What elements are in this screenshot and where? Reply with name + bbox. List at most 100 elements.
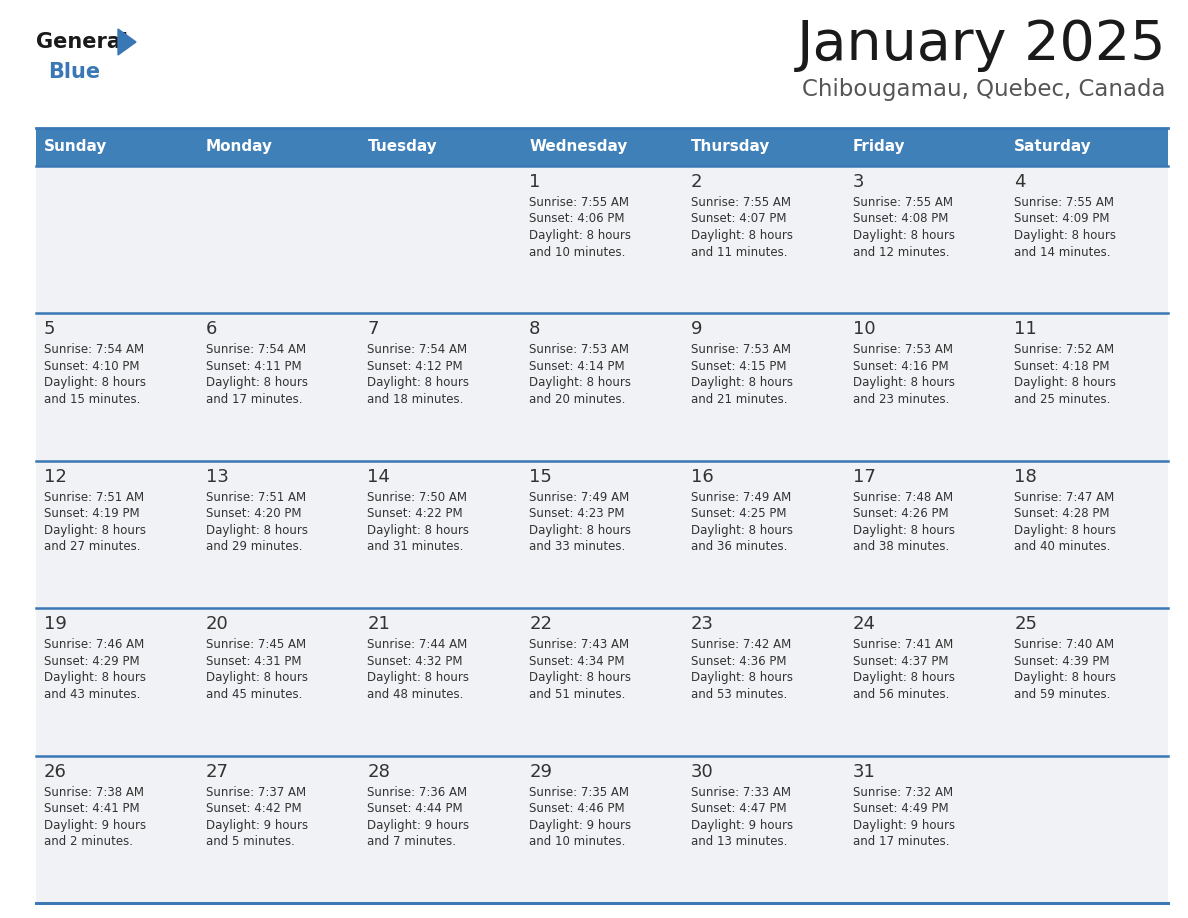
Text: Sunrise: 7:47 AM: Sunrise: 7:47 AM [1015,491,1114,504]
Text: 28: 28 [367,763,391,780]
Text: 6: 6 [206,320,217,339]
Text: Daylight: 8 hours: Daylight: 8 hours [367,376,469,389]
Bar [1006,128,1168,166]
Text: Sunset: 4:09 PM: Sunset: 4:09 PM [1015,212,1110,226]
Text: Daylight: 8 hours: Daylight: 8 hours [1015,229,1117,242]
Text: Sunset: 4:49 PM: Sunset: 4:49 PM [853,802,948,815]
Text: Sunset: 4:26 PM: Sunset: 4:26 PM [853,508,948,521]
Text: 21: 21 [367,615,391,633]
Bar [522,128,683,166]
Text: Sunrise: 7:55 AM: Sunrise: 7:55 AM [853,196,953,209]
Text: Sunrise: 7:45 AM: Sunrise: 7:45 AM [206,638,305,651]
Text: Sunrise: 7:55 AM: Sunrise: 7:55 AM [691,196,791,209]
Text: Sunrise: 7:43 AM: Sunrise: 7:43 AM [529,638,630,651]
Text: Daylight: 8 hours: Daylight: 8 hours [691,376,792,389]
Bar [845,609,1006,756]
Text: Daylight: 8 hours: Daylight: 8 hours [529,229,631,242]
Text: and 10 minutes.: and 10 minutes. [529,835,626,848]
Text: Sunset: 4:16 PM: Sunset: 4:16 PM [853,360,948,373]
Text: 2: 2 [691,173,702,191]
Text: Sunrise: 7:46 AM: Sunrise: 7:46 AM [44,638,144,651]
Text: 7: 7 [367,320,379,339]
Text: Sunrise: 7:35 AM: Sunrise: 7:35 AM [529,786,630,799]
Text: Sunrise: 7:37 AM: Sunrise: 7:37 AM [206,786,305,799]
Bar [845,461,1006,609]
Text: Sunset: 4:19 PM: Sunset: 4:19 PM [44,508,140,521]
Text: and 25 minutes.: and 25 minutes. [1015,393,1111,406]
Bar [197,128,360,166]
Text: and 29 minutes.: and 29 minutes. [206,541,302,554]
Bar [845,128,1006,166]
Text: Daylight: 9 hours: Daylight: 9 hours [853,819,955,832]
Text: Friday: Friday [853,140,905,154]
Text: Daylight: 8 hours: Daylight: 8 hours [529,376,631,389]
Bar [360,756,522,903]
Text: Wednesday: Wednesday [529,140,627,154]
Text: Daylight: 9 hours: Daylight: 9 hours [206,819,308,832]
Bar [845,166,1006,313]
Text: Daylight: 8 hours: Daylight: 8 hours [206,524,308,537]
Text: Sunrise: 7:52 AM: Sunrise: 7:52 AM [1015,343,1114,356]
Text: Sunrise: 7:38 AM: Sunrise: 7:38 AM [44,786,144,799]
Text: and 38 minutes.: and 38 minutes. [853,541,949,554]
Bar [360,166,522,313]
Bar [683,128,845,166]
Text: Sunrise: 7:54 AM: Sunrise: 7:54 AM [206,343,305,356]
Text: 17: 17 [853,468,876,486]
Text: and 51 minutes.: and 51 minutes. [529,688,626,700]
Text: Chibougamau, Quebec, Canada: Chibougamau, Quebec, Canada [803,78,1165,101]
Text: 10: 10 [853,320,876,339]
Text: Daylight: 8 hours: Daylight: 8 hours [853,229,955,242]
Bar [36,609,197,756]
Text: Sunset: 4:15 PM: Sunset: 4:15 PM [691,360,786,373]
Text: Sunrise: 7:51 AM: Sunrise: 7:51 AM [44,491,144,504]
Text: Daylight: 8 hours: Daylight: 8 hours [44,376,146,389]
Bar [197,166,360,313]
Bar [36,313,197,461]
Text: and 7 minutes.: and 7 minutes. [367,835,456,848]
Text: Daylight: 9 hours: Daylight: 9 hours [44,819,146,832]
Text: 16: 16 [691,468,714,486]
Bar [360,461,522,609]
Text: and 17 minutes.: and 17 minutes. [206,393,302,406]
Text: Daylight: 8 hours: Daylight: 8 hours [206,671,308,684]
Text: Sunrise: 7:41 AM: Sunrise: 7:41 AM [853,638,953,651]
Text: and 10 minutes.: and 10 minutes. [529,245,626,259]
Text: Sunrise: 7:40 AM: Sunrise: 7:40 AM [1015,638,1114,651]
Text: and 31 minutes.: and 31 minutes. [367,541,463,554]
Text: and 43 minutes.: and 43 minutes. [44,688,140,700]
Text: Sunday: Sunday [44,140,107,154]
Text: 30: 30 [691,763,714,780]
Text: 4: 4 [1015,173,1025,191]
Text: Sunrise: 7:36 AM: Sunrise: 7:36 AM [367,786,468,799]
Text: Sunrise: 7:53 AM: Sunrise: 7:53 AM [853,343,953,356]
Bar [36,128,197,166]
Text: Daylight: 8 hours: Daylight: 8 hours [853,376,955,389]
Bar [683,166,845,313]
Text: General: General [36,32,128,52]
Text: 5: 5 [44,320,56,339]
Text: Sunset: 4:34 PM: Sunset: 4:34 PM [529,655,625,667]
Text: Sunrise: 7:42 AM: Sunrise: 7:42 AM [691,638,791,651]
Text: Daylight: 8 hours: Daylight: 8 hours [1015,376,1117,389]
Text: Daylight: 9 hours: Daylight: 9 hours [529,819,631,832]
Text: Tuesday: Tuesday [367,140,437,154]
Text: Sunset: 4:10 PM: Sunset: 4:10 PM [44,360,139,373]
Bar [683,461,845,609]
Text: Sunset: 4:06 PM: Sunset: 4:06 PM [529,212,625,226]
Text: Sunset: 4:20 PM: Sunset: 4:20 PM [206,508,302,521]
Bar [1006,609,1168,756]
Text: 29: 29 [529,763,552,780]
Text: and 59 minutes.: and 59 minutes. [1015,688,1111,700]
Text: Sunset: 4:42 PM: Sunset: 4:42 PM [206,802,302,815]
Bar [522,609,683,756]
Text: 13: 13 [206,468,228,486]
Text: and 40 minutes.: and 40 minutes. [1015,541,1111,554]
Text: Sunset: 4:41 PM: Sunset: 4:41 PM [44,802,140,815]
Polygon shape [118,29,135,55]
Bar [197,756,360,903]
Text: 8: 8 [529,320,541,339]
Bar [360,313,522,461]
Text: Sunrise: 7:44 AM: Sunrise: 7:44 AM [367,638,468,651]
Text: and 56 minutes.: and 56 minutes. [853,688,949,700]
